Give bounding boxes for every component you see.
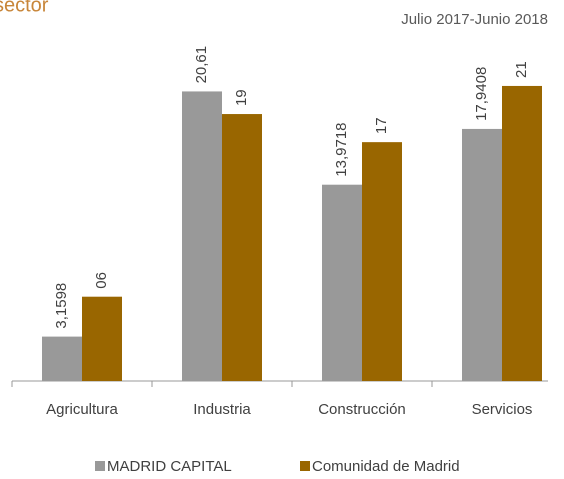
bar	[462, 128, 502, 381]
legend-swatch	[95, 461, 105, 471]
data-label: 20,61	[193, 46, 210, 84]
x-tick-label: Construcción	[318, 401, 406, 418]
data-label: 21	[513, 61, 530, 78]
chart-title: sector	[0, 0, 49, 16]
data-label: 19	[233, 89, 250, 106]
bar	[502, 85, 542, 381]
data-label: 06	[93, 272, 110, 289]
bar	[42, 336, 82, 381]
legend-label: Comunidad de Madrid	[312, 458, 460, 475]
data-label: 13,9718	[333, 122, 350, 176]
data-label: 17	[373, 117, 390, 134]
x-tick-label: Servicios	[472, 401, 533, 418]
bar	[322, 184, 362, 381]
chart-subtitle: Julio 2017-Junio 2018	[401, 11, 548, 28]
bar	[82, 296, 122, 381]
legend-swatch	[300, 461, 310, 471]
data-label: 3,1598	[53, 283, 70, 329]
data-label: 17,9408	[473, 67, 490, 121]
bar	[182, 91, 222, 381]
legend-label: MADRID CAPITAL	[107, 458, 232, 475]
x-tick-label: Industria	[193, 401, 251, 418]
bar	[222, 114, 262, 382]
bar	[362, 142, 402, 381]
x-tick-label: Agricultura	[46, 401, 118, 418]
